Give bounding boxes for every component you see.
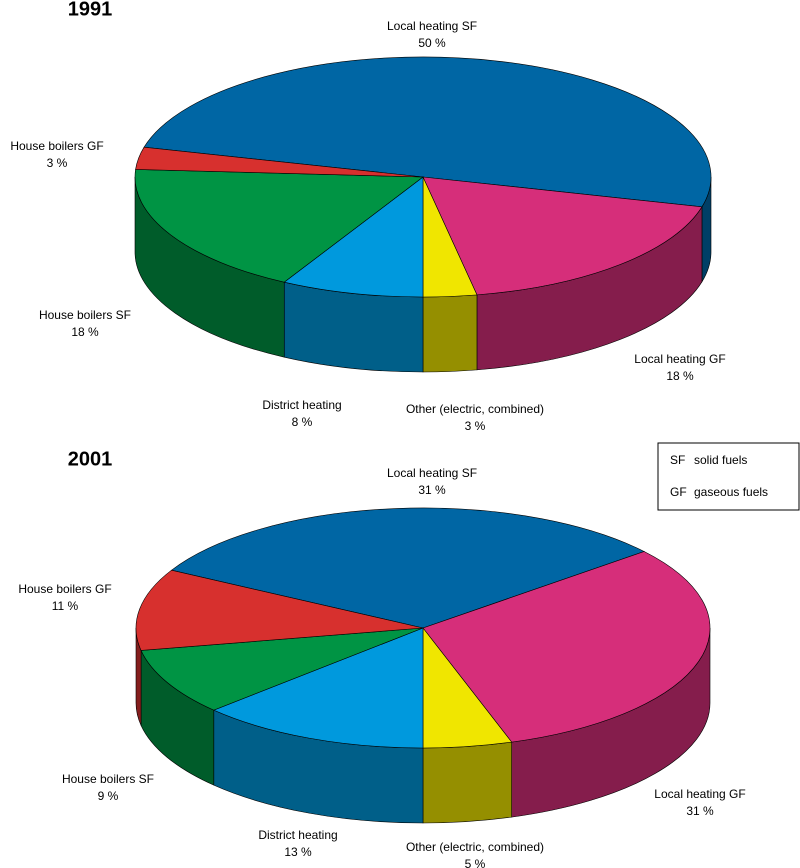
slice-label: Other (electric, combined) — [406, 840, 544, 854]
slice-label: District heating — [258, 828, 337, 842]
slice-label: Local heating SF — [387, 466, 477, 480]
slice-value-label: 50 % — [418, 36, 446, 50]
slice-label: Local heating SF — [387, 19, 477, 33]
slice-label: Local heating GF — [634, 352, 725, 366]
legend-box — [657, 442, 800, 511]
slice-value-label: 13 % — [284, 845, 312, 859]
pie-slice — [135, 569, 424, 651]
slice-label: House boilers GF — [10, 139, 103, 153]
slice-value-label: 31 % — [418, 483, 446, 497]
pie-side — [422, 741, 512, 824]
pie-slice — [135, 146, 424, 178]
legend-abbr: GF — [670, 485, 687, 499]
slice-value-label: 18 % — [666, 369, 694, 383]
pie-slice — [134, 169, 424, 283]
slice-label: House boilers SF — [39, 308, 131, 322]
slice-value-label: 3 % — [465, 419, 486, 433]
chart-title: 1991 — [68, 0, 113, 20]
slice-value-label: 8 % — [292, 415, 313, 429]
slice-label: House boilers GF — [18, 582, 111, 596]
legend-abbr: SF — [670, 453, 685, 467]
pie-slice — [143, 56, 712, 208]
pie-slice — [213, 627, 424, 749]
pie-slice — [140, 627, 424, 711]
pie-slice — [422, 176, 703, 296]
slice-label: Other (electric, combined) — [406, 402, 544, 416]
pie-slice — [422, 551, 711, 743]
slice-value-label: 5 % — [465, 857, 486, 868]
slice-value-label: 18 % — [71, 325, 99, 339]
slice-label: House boilers SF — [62, 772, 154, 786]
pie-side — [422, 294, 478, 373]
pie-slice — [170, 507, 645, 629]
pie-slice — [283, 176, 424, 298]
slice-value-label: 31 % — [686, 804, 714, 818]
slice-label: District heating — [262, 398, 341, 412]
legend-text: solid fuels — [694, 453, 747, 467]
chart-title: 2001 — [68, 448, 113, 470]
slice-value-label: 9 % — [98, 789, 119, 803]
slice-value-label: 11 % — [52, 599, 79, 613]
slice-value-label: 3 % — [47, 156, 68, 170]
slice-label: Local heating GF — [654, 787, 745, 801]
legend-text: gaseous fuels — [694, 485, 768, 499]
